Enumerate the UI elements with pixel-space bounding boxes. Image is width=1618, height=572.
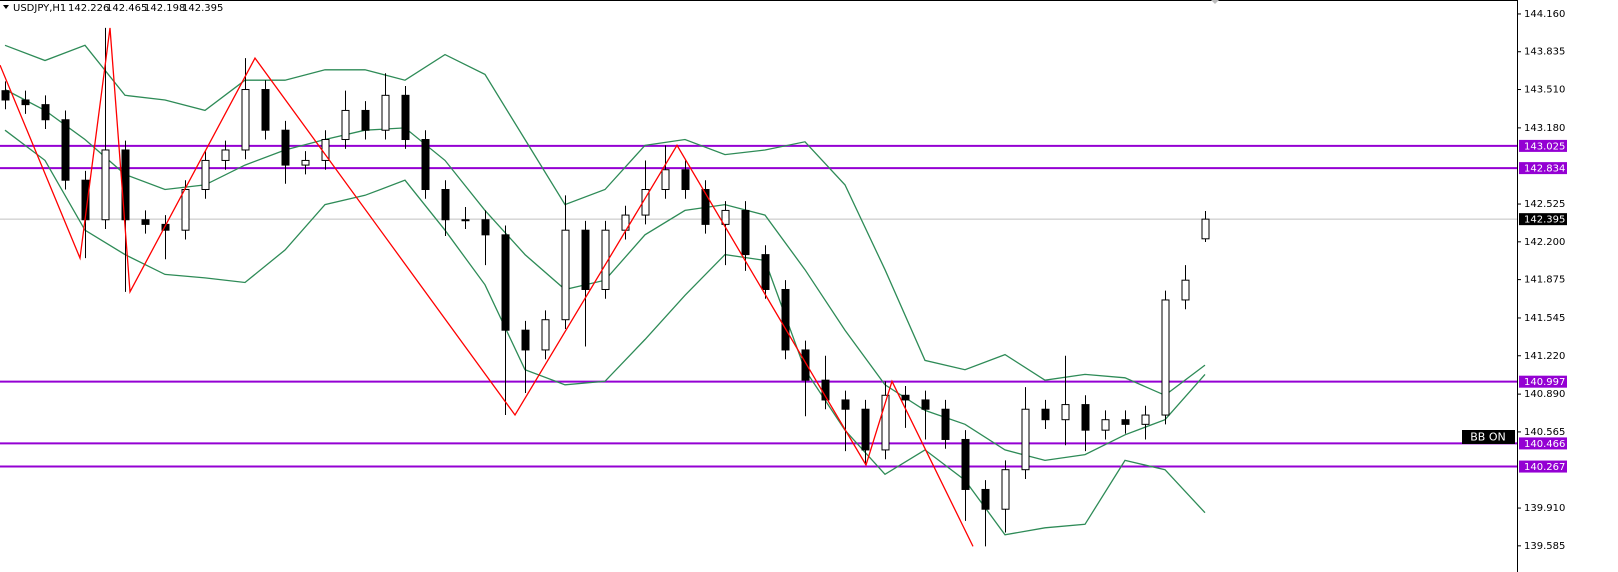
candle-body [61,119,70,181]
candle-body [301,159,310,166]
high-value: 142.465 [106,3,147,14]
candle-body [981,488,990,510]
close-value: 142.395 [182,3,223,14]
candle-body [481,219,490,236]
annotation-box [1462,430,1515,444]
candle-body [661,169,670,191]
chart-title: USDJPY,H1 [13,3,66,14]
level-label: 140.466 [1524,439,1565,450]
current-price-label: 142.395 [1524,215,1565,226]
level-label-box [1519,139,1567,152]
level-label-box [1519,437,1567,450]
candle-body [841,399,850,410]
candle-body [901,394,910,401]
candle-body [281,129,290,166]
candle-body [461,219,470,222]
candle-body [941,408,950,440]
candle-body [1161,299,1170,416]
candle-body [1041,408,1050,421]
menu-triangle [3,5,9,9]
candle-body [681,169,690,191]
candle-body [101,149,110,221]
candle-body [761,254,770,290]
candle-body [381,94,390,131]
candle-body [1121,419,1130,425]
candle-body [781,288,790,351]
candle-body [801,349,810,381]
candle-body [201,159,210,191]
candle-body [1181,279,1190,301]
y-tick-label: 143.180 [1524,123,1565,134]
level-label: 142.834 [1524,164,1565,175]
candle-body [721,209,730,225]
candle-body [1141,414,1150,425]
y-tick-label: 140.890 [1524,389,1565,400]
y-tick-label: 141.220 [1524,351,1565,362]
level-label-box [1519,375,1567,388]
candle-body [961,438,970,490]
candle-body [921,399,930,410]
bollinger-lower [4,129,1206,536]
candle-body [121,149,130,221]
candle-body [861,408,870,451]
y-tick-label: 140.565 [1524,427,1565,438]
y-tick-label: 142.525 [1524,199,1565,210]
y-tick-label: 142.200 [1524,237,1565,248]
candle-body [41,104,50,121]
candle-body [361,109,370,131]
low-value: 142.198 [144,3,185,14]
level-label: 140.267 [1524,462,1565,473]
candle-body [241,89,250,151]
candle-body [1001,469,1010,510]
candle-body [421,139,430,191]
candle-body [881,394,890,451]
candle-body [1021,408,1030,471]
zigzag [0,27,974,547]
candle-body [341,109,350,141]
y-tick-label: 143.510 [1524,85,1565,96]
candle-body [521,329,530,351]
y-tick-label: 144.160 [1524,9,1565,20]
candle-body [741,209,750,256]
shift-marker [1211,0,1219,4]
candle-body [261,89,270,131]
open-value: 142.226 [68,3,109,14]
level-label-box [1519,460,1567,473]
level-label: 140.997 [1524,377,1565,388]
candle-body [181,189,190,231]
candle-body [701,189,710,225]
y-tick-label: 143.835 [1524,47,1565,58]
candle-body [1201,218,1210,240]
candle-body [1101,419,1110,431]
y-tick-label: 141.545 [1524,313,1565,324]
candle-body [1061,404,1070,421]
current-price-box [1519,213,1567,226]
candle-body [1081,404,1090,431]
candle-body [501,234,510,331]
bollinger-upper [4,44,1206,397]
annotation: BB ON [1470,431,1505,444]
candle-body [541,319,550,351]
y-tick-label: 139.910 [1524,503,1565,514]
candle-body [561,229,570,321]
candle-body [221,149,230,161]
candle-body [641,189,650,216]
y-tick-label: 141.875 [1524,275,1565,286]
y-tick-label: 139.585 [1524,541,1565,552]
candle-body [581,229,590,290]
candle-body [601,229,610,290]
level-label-box [1519,162,1567,175]
candle-body [441,189,450,221]
level-label: 143.025 [1524,141,1565,152]
candle-body [1,90,10,101]
candle-body [141,219,150,225]
candle-body [21,99,30,106]
candle-body [401,94,410,141]
